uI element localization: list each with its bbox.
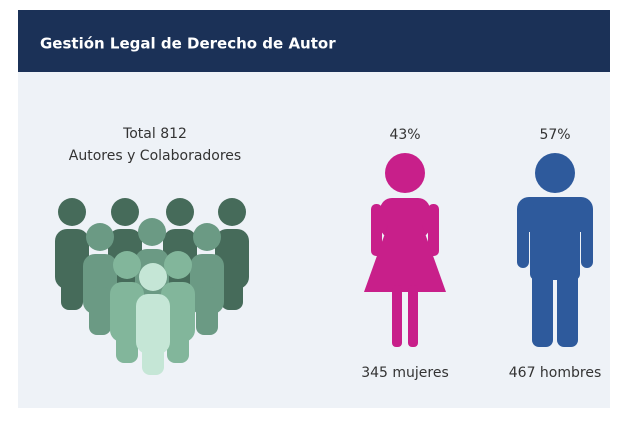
header-title: Gestión Legal de Derecho de Autor: [40, 35, 336, 53]
header-bar: [18, 10, 610, 72]
women-percent: 43%: [389, 127, 420, 143]
woman-icon: [364, 153, 446, 347]
man-icon: [517, 153, 593, 347]
women-label: 345 mujeres: [361, 365, 449, 381]
men-label: 467 hombres: [509, 365, 602, 381]
men-percent: 57%: [539, 127, 570, 143]
total-caption: Autores y Colaboradores: [69, 148, 241, 164]
total-count: Total 812: [122, 126, 187, 142]
